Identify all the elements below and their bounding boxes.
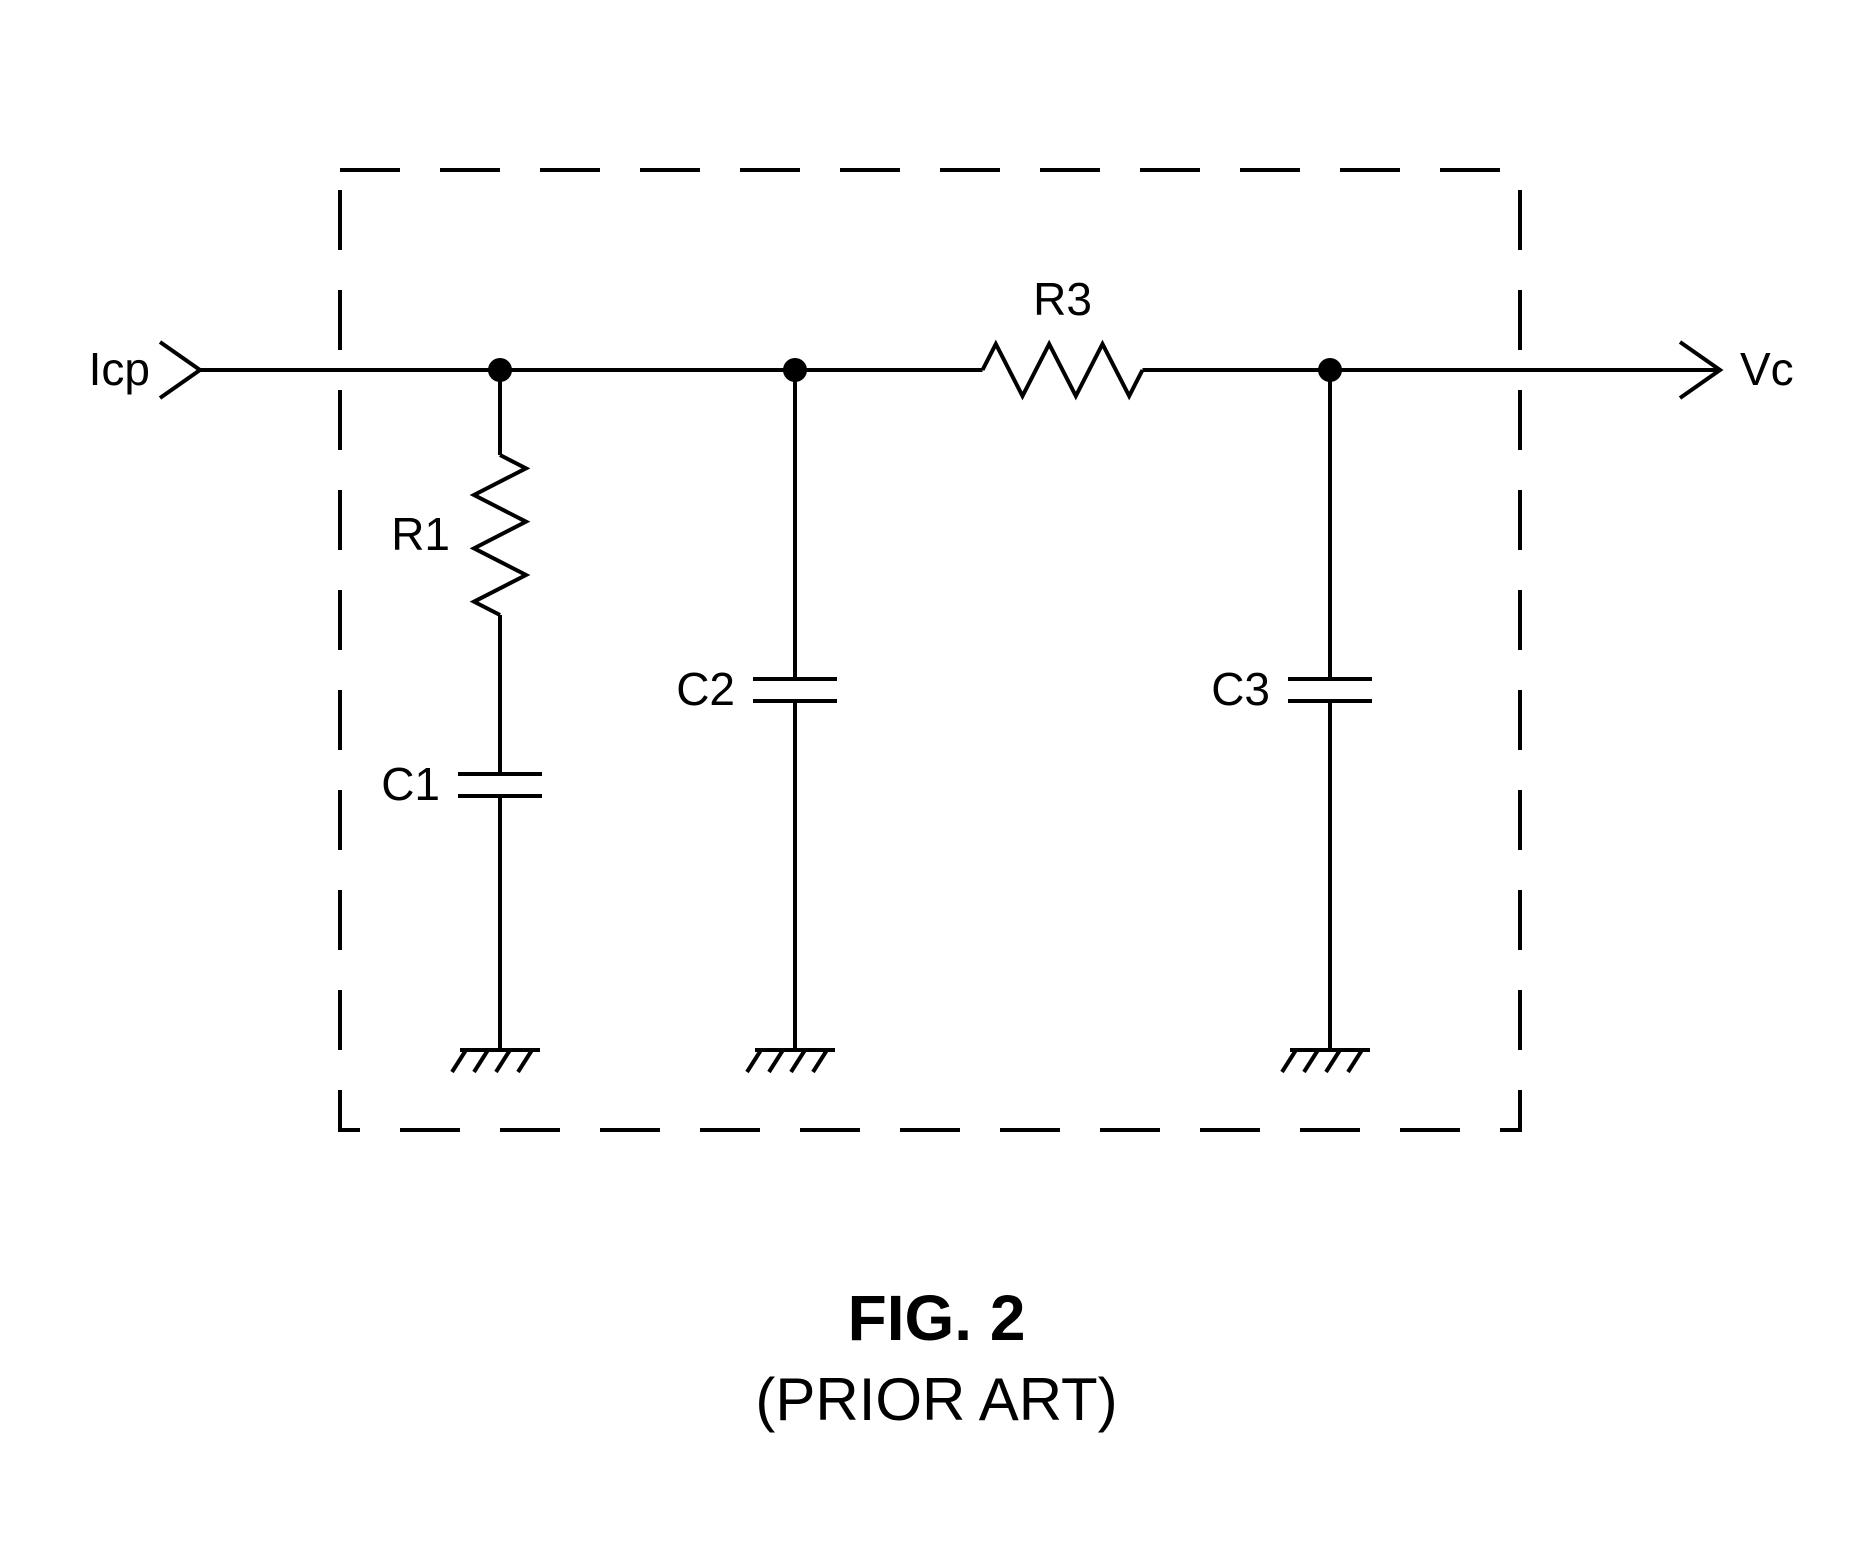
figure-title: FIG. 2 — [848, 1282, 1026, 1354]
figure-subtitle: (PRIOR ART) — [755, 1366, 1117, 1433]
input-label: Icp — [89, 343, 150, 395]
output-label: Vc — [1740, 343, 1794, 395]
c1-label: C1 — [381, 758, 440, 810]
r3-label: R3 — [1033, 273, 1092, 325]
c3-label: C3 — [1211, 663, 1270, 715]
r1-label: R1 — [391, 508, 450, 560]
circuit-schematic: Icp Vc R3 R1 C1 C2 C3 FIG. 2 (PRIOR ART) — [0, 0, 1873, 1558]
c2-label: C2 — [676, 663, 735, 715]
